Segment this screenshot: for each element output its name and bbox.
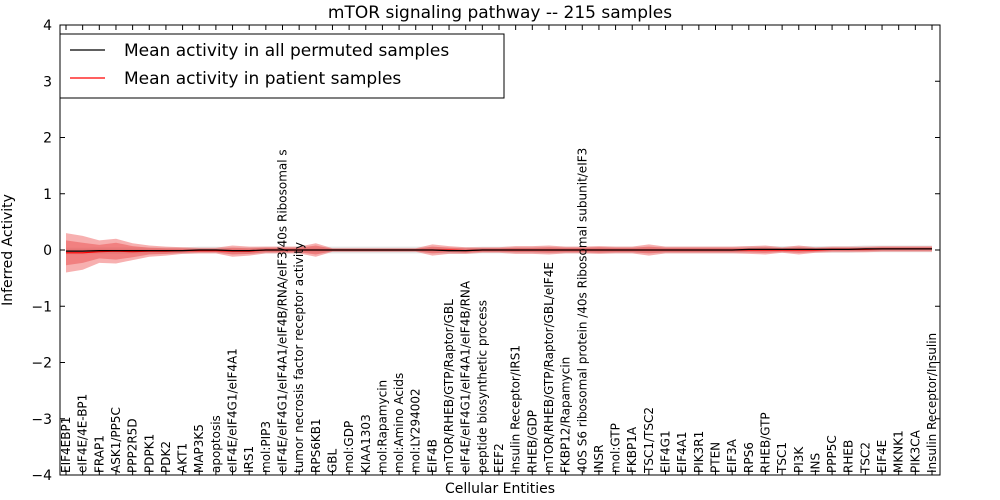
permuted-mean-line [66,248,932,252]
y-tick-label: −2 [31,356,52,372]
confidence-bands [66,233,932,273]
category-label: RHEB/GTP [759,412,773,473]
y-tick-label: 0 [43,243,52,259]
y-tick-label: 1 [43,187,52,203]
category-label: mTOR/RHEB/GTP/Raptor/GBL/eIF4E [542,262,556,473]
y-tick-label: −4 [31,468,52,484]
category-label: AKT1 [176,443,190,473]
category-label: TSC1/TSC2 [642,407,656,474]
category-label: Insulin Receptor/Insulin [925,333,939,473]
category-label: RHEB/GDP [525,410,539,473]
category-label: PTEN [709,442,723,473]
category-label: mol:Amino Acids [392,373,406,473]
chart-title: mTOR signaling pathway -- 215 samples [328,3,672,23]
category-label: eIF4E/4E-BP1 [76,394,90,473]
series-lines [66,248,932,254]
category-label: TSC2 [858,442,872,474]
y-tick-label: −1 [31,299,52,315]
category-label: TSC1 [775,442,789,474]
y-tick-label: 2 [43,131,52,147]
category-label: EIF4E [875,440,889,473]
legend-label-patient: Mean activity in patient samples [124,69,401,89]
category-label: peptide biosynthetic process [475,300,489,473]
category-label: ASK1/PP5C [109,407,123,473]
category-label: mTOR/RHEB/GTP/Raptor/GBL [442,299,456,473]
category-label: tumor necrosis factor receptor activity [292,242,306,473]
category-label: EIF4A1 [675,431,689,473]
category-label: EEF2 [492,443,506,473]
category-label: mol:PIP3 [259,421,273,473]
category-label: mol:Rapamycin [375,380,389,473]
category-label: eIF4E/eIF4G1/eIF4A1 [226,348,240,473]
category-label: INS [808,453,822,473]
x-axis-ticks [65,25,933,475]
category-label: RPS6 [742,442,756,473]
category-label: FKBP1A [625,426,639,473]
legend-label-permuted: Mean activity in all permuted samples [124,41,449,61]
category-label: PDK2 [159,441,173,473]
y-tick-label: 3 [43,74,52,90]
category-label: mol:GTP [609,423,623,473]
category-label: mol:LY294002 [409,388,423,473]
legend: Mean activity in all permuted samples Me… [59,33,505,99]
category-label: apoptosis [209,415,223,473]
category-label: Insulin Receptor/IRS1 [509,345,523,473]
category-label: mol:GDP [342,421,356,473]
x-axis-label: Cellular Entities [445,481,555,497]
category-label: KIAA1303 [359,414,373,473]
category-label: MKNK1 [892,430,906,473]
legend-box [59,33,505,99]
category-label: PI3K [792,446,806,473]
category-label: FRAP1 [92,435,106,473]
category-label: EIF4B [425,439,439,473]
category-label: RHEB [842,440,856,473]
y-axis-label: Inferred Activity [0,194,16,306]
category-label: EIF4EBP1 [59,417,73,473]
category-labels: EIF4EBP1 eIF4E/4E-BP1 FRAP1 ASK1/PP5C PPP2R5… [59,148,939,474]
category-label: EIF3A [725,438,739,473]
y-tick-label: 4 [43,18,52,34]
patient-band-outer [66,233,932,273]
category-label: IRS1 [242,446,256,473]
category-label: PIK3CA [908,429,922,473]
category-label: 40S S6 ribosomal protein /40s Ribosomal … [575,148,589,473]
y-axis-ticks: −4 −3 −2 −1 0 1 2 3 4 [31,18,940,484]
category-label: eIF4E/eIF4G1/eIF4A1/eIF4B/RNA [459,280,473,473]
category-label: PDPK1 [142,434,156,473]
category-label: PPP5C [825,435,839,473]
category-label: PPP2R5D [126,418,140,473]
category-label: MAP3K5 [192,424,206,473]
category-label: eIF4E/eIF4G1/eIF4A1/eIF4B/RNA/eIF3/40s R… [276,149,290,473]
category-label: EIF4G1 [659,430,673,473]
y-tick-label: −3 [31,412,52,428]
category-label: RPS6KB1 [309,418,323,473]
category-label: INSR [592,445,606,473]
patient-band-inner [66,240,932,266]
category-label: FKBP12/Rapamycin [559,357,573,473]
category-label: PIK3R1 [692,431,706,473]
category-label: GBL [326,448,340,473]
